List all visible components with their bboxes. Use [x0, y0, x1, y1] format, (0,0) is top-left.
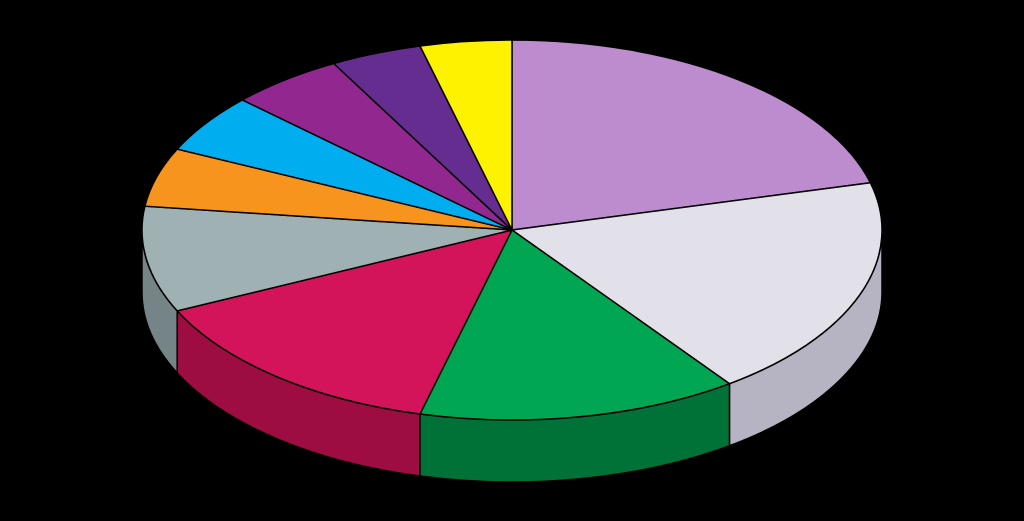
pie-chart-svg — [0, 0, 1024, 521]
pie-chart-3d — [0, 0, 1024, 521]
